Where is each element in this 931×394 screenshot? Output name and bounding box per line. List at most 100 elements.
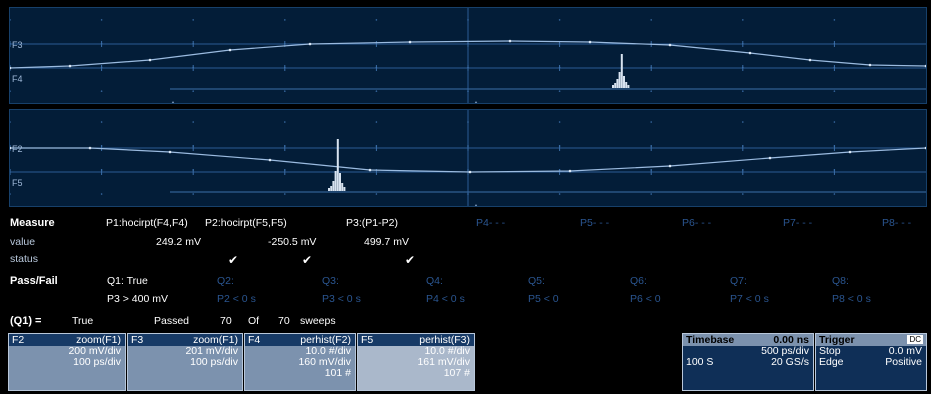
lower-waveform-grid[interactable]: F2 F5 <box>9 109 927 207</box>
summary-of-label: Of <box>248 315 260 327</box>
f4-name: perhist(F2) <box>300 334 351 346</box>
q4-label[interactable]: Q4: <box>426 275 443 287</box>
function-box-f4[interactable]: F4 perhist(F2) 10.0 #/div 160 mV/div 101 … <box>244 333 356 391</box>
param-p7-name[interactable]: P7- - - <box>783 217 813 229</box>
grid-dot <box>284 42 286 45</box>
q2-condition: P2 < 0 s <box>217 293 256 305</box>
grid-dot <box>833 193 836 195</box>
q7-label[interactable]: Q7: <box>730 275 747 287</box>
timebase-acq-row: 100 S 20 GS/s <box>683 357 813 368</box>
trace-f2-point <box>568 169 572 173</box>
grid-dot <box>284 193 286 195</box>
param-p5-name[interactable]: P5- - - <box>580 217 610 229</box>
measure-header[interactable]: Measure <box>10 217 55 229</box>
trigger-type: Edge <box>819 356 844 368</box>
grid-dot <box>650 66 652 69</box>
f4-count-div: 10.0 #/div <box>305 345 351 357</box>
f3-tdiv: 100 ps/div <box>190 356 238 368</box>
param-p3-name[interactable]: P3:(P1-P2) <box>346 217 398 229</box>
trace-f2-point <box>848 150 852 154</box>
q5-label[interactable]: Q5: <box>528 275 545 287</box>
grid-dot <box>742 19 744 21</box>
trace-f4-point <box>924 64 926 68</box>
grid-dot <box>467 66 469 69</box>
grid-dot <box>467 193 469 195</box>
upper-waveform-grid[interactable]: F3 F4 <box>9 7 927 104</box>
param-p6-name[interactable]: P6- - - <box>682 217 712 229</box>
param-p1-name[interactable]: P1:hocirpt(F4,F4) <box>106 217 188 229</box>
grid-dot <box>100 169 103 171</box>
q6-label[interactable]: Q6: <box>630 275 647 287</box>
histogram-f4-bar <box>616 79 619 88</box>
f4-id: F4 <box>248 334 261 346</box>
f2-tdiv: 100 ps/div <box>73 356 121 368</box>
function-box-f5[interactable]: F5 perhist(F3) 10.0 #/div 161 mV/div 107 … <box>357 333 475 391</box>
timebase-box[interactable]: Timebase 0.00 ns 500 ps/div 100 S 20 GS/s <box>682 333 814 391</box>
q3-label[interactable]: Q3: <box>322 275 339 287</box>
histogram-f5-bar <box>343 187 346 191</box>
grid-dot <box>284 66 286 69</box>
trigger-coupling-badge: DC <box>907 335 923 344</box>
grid-dot <box>10 19 11 21</box>
f2-name: zoom(F1) <box>76 334 121 346</box>
grid-dot <box>100 90 103 92</box>
q8-label[interactable]: Q8: <box>832 275 849 287</box>
trace-f2-point <box>668 164 672 168</box>
grid-dot <box>650 19 652 21</box>
trace-f4-point <box>748 51 752 55</box>
param-p2-value: -250.5 mV <box>268 236 317 248</box>
summary-result: True <box>72 315 94 327</box>
grid-dot <box>833 66 836 69</box>
grid-dot <box>192 19 194 21</box>
grid-dot <box>10 193 11 195</box>
param-p4-name[interactable]: P4- - - <box>476 217 506 229</box>
param-p3-value: 499.7 mV <box>364 236 409 248</box>
grid-dot <box>375 193 378 195</box>
grid-dot <box>558 121 561 123</box>
trace-f2-point <box>368 168 372 172</box>
trace-label-f4: F4 <box>12 74 23 84</box>
lower-trace-canvas <box>10 110 926 206</box>
histogram-f5-bar <box>330 186 333 191</box>
timebase-label: Timebase <box>686 334 735 346</box>
grid-dot <box>284 19 286 21</box>
grid-dot <box>192 193 194 195</box>
grid-dot <box>742 42 744 45</box>
trace-f4-point <box>148 58 152 62</box>
param-p2-status-check-icon: ✔ <box>302 253 313 267</box>
f3-id: F3 <box>131 334 144 346</box>
param-p2-name[interactable]: P2:hocirpt(F5,F5) <box>205 217 287 229</box>
grid-dot <box>100 42 103 45</box>
function-box-f2[interactable]: F2 zoom(F1) 200 mV/div 100 ps/div <box>8 333 126 391</box>
grid-dot <box>375 145 378 147</box>
trace-f4-point <box>508 39 512 43</box>
trace-f2-point <box>10 146 12 150</box>
trace-f4-point <box>228 48 232 52</box>
summary-passed-count: 70 <box>220 315 232 327</box>
param-p8-name[interactable]: P8- - - <box>882 217 912 229</box>
grid-dot <box>10 145 11 147</box>
grid-dot <box>375 19 378 21</box>
grid-dot <box>192 145 194 147</box>
upper-trace-canvas <box>10 8 926 103</box>
trace-f4-point <box>308 42 312 46</box>
trace-f2-point <box>768 156 772 160</box>
q1-label[interactable]: Q1: True <box>107 275 148 287</box>
grid-dot <box>742 121 744 123</box>
grid-dot <box>833 19 836 21</box>
histogram-f4-bar <box>627 85 630 88</box>
function-box-f3[interactable]: F3 zoom(F1) 201 mV/div 100 ps/div <box>127 333 243 391</box>
grid-dot <box>833 145 836 147</box>
trigger-marker-center <box>474 101 478 103</box>
grid-dot <box>558 19 561 21</box>
grid-dot <box>650 169 652 171</box>
q2-label[interactable]: Q2: <box>217 275 234 287</box>
grid-dot <box>100 19 103 21</box>
grid-dot <box>375 121 378 123</box>
grid-dot <box>10 169 11 171</box>
trigger-box[interactable]: Trigger DC Stop 0.0 mV Edge Positive <box>815 333 927 391</box>
trace-f4-point <box>668 43 672 47</box>
passfail-header[interactable]: Pass/Fail <box>10 275 58 287</box>
grid-dot <box>10 90 11 92</box>
grid-dot <box>742 66 744 69</box>
